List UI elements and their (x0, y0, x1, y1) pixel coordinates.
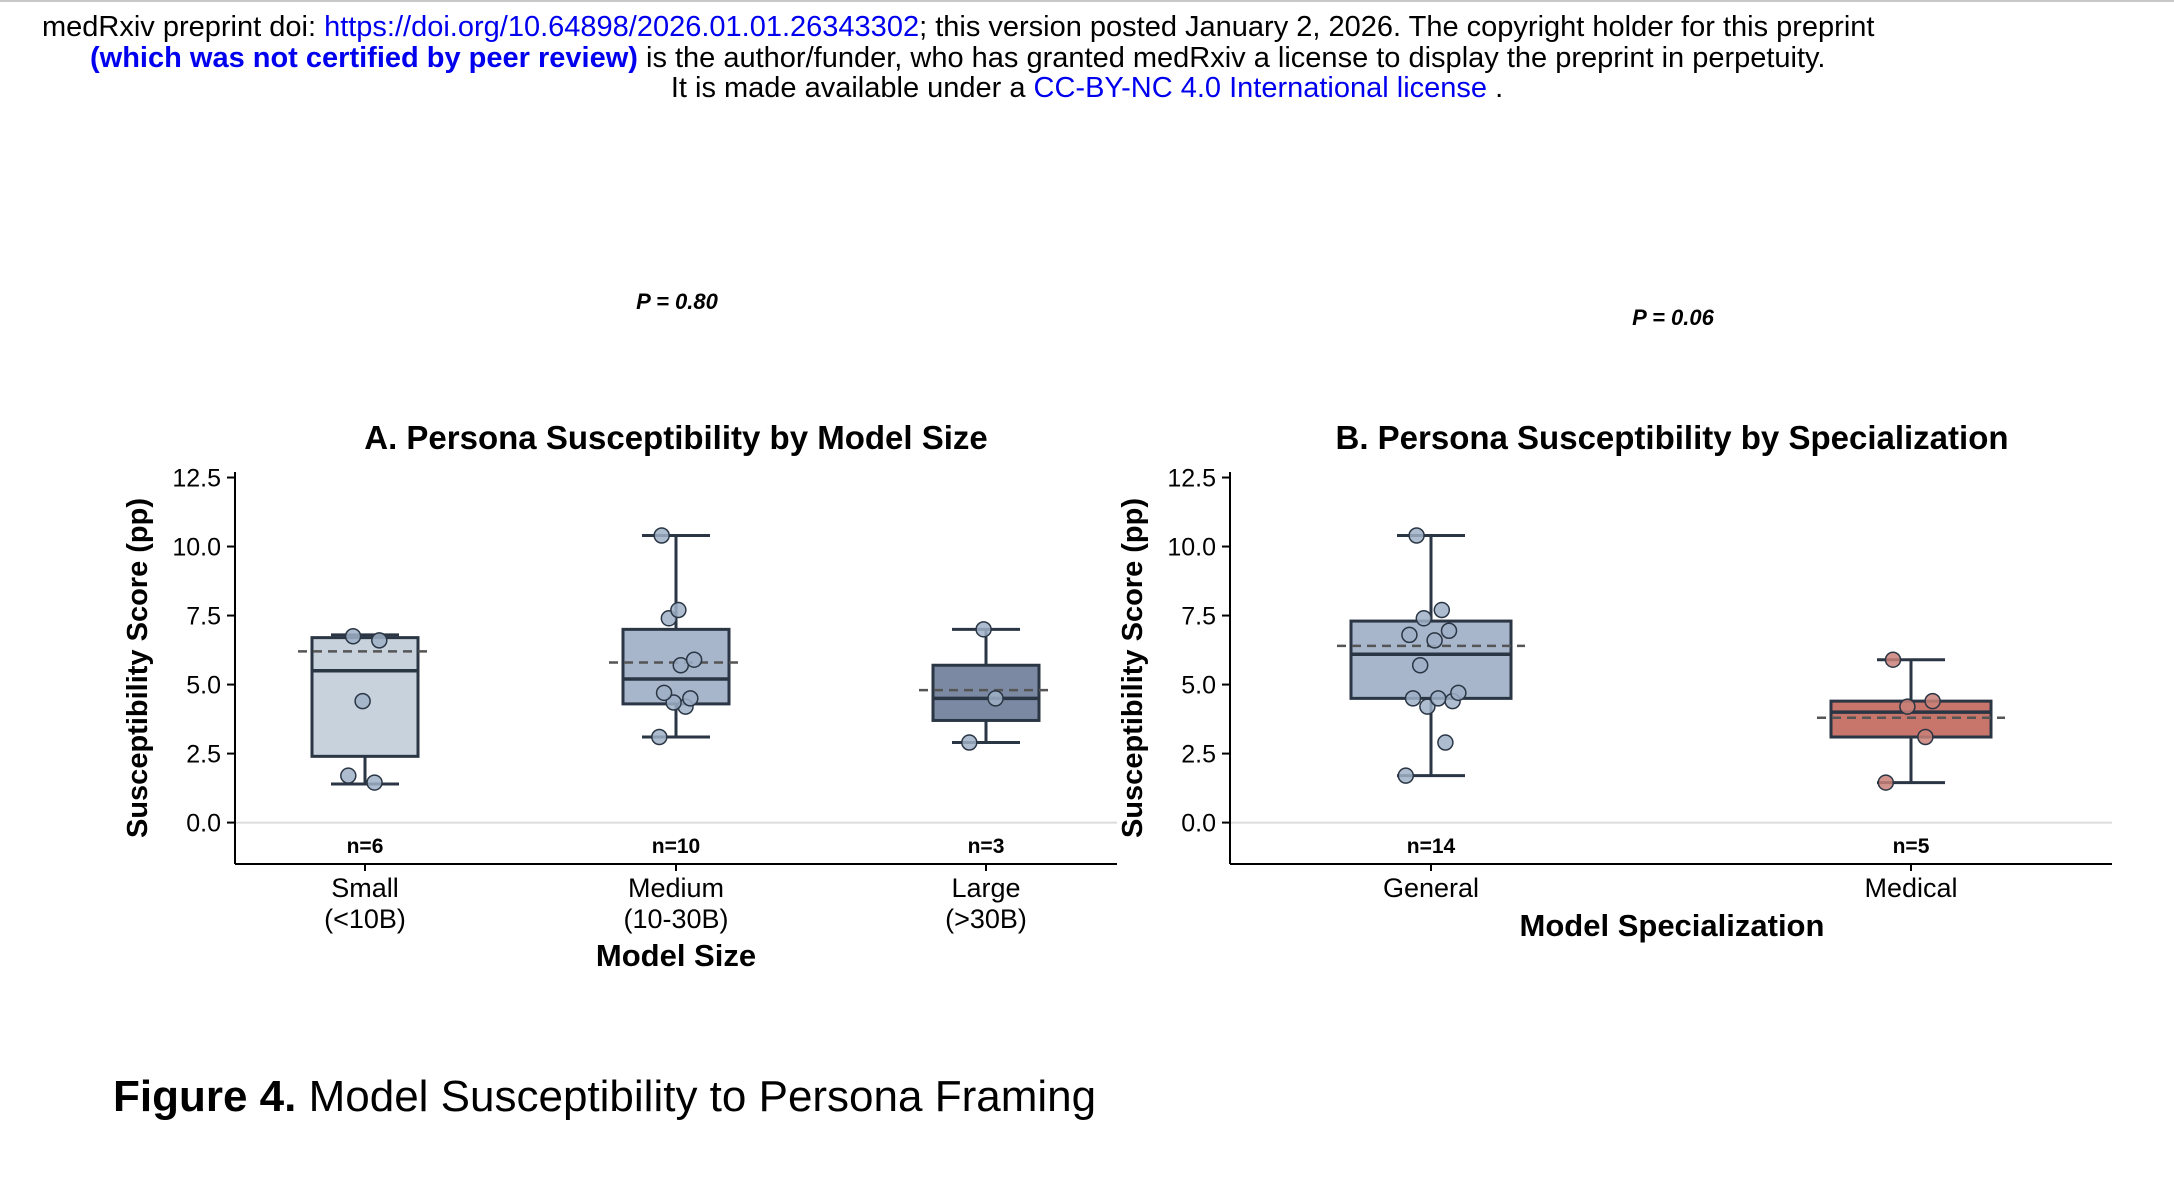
chart-a-y-tick-label: 0.0 (186, 810, 221, 838)
point-medium (682, 690, 699, 707)
box-large (931, 663, 1041, 722)
chart-a-x-label: Model Size (596, 938, 756, 973)
box-general (1349, 619, 1513, 700)
chart-b-y-tick-label: 12.5 (1167, 465, 1216, 493)
point-medium (685, 651, 703, 668)
chart-b-y-tick-label: 7.5 (1181, 603, 1216, 631)
x-tick-sublabel-small: (<10B) (324, 904, 406, 934)
point-small (371, 632, 388, 649)
point-medium (670, 601, 687, 619)
figure-caption-text: Model Susceptibility to Persona Framing (296, 1072, 1097, 1121)
x-tick-label-small: Small (331, 873, 399, 903)
point-medical (1899, 698, 1916, 715)
chart-a-y-tick-label: 2.5 (186, 741, 221, 769)
point-medical (1924, 692, 1941, 710)
point-general (1401, 626, 1418, 644)
chart-b-y-label: Susceptibility Score (pp) (1117, 498, 1149, 838)
x-tick-label-large: Large (951, 873, 1020, 903)
point-medium (651, 728, 668, 746)
point-medical (1884, 651, 1902, 668)
chart-a-y-tick-label: 7.5 (186, 603, 221, 631)
x-tick-sublabel-large: (>30B) (945, 904, 1027, 934)
point-large (987, 690, 1004, 707)
figure-caption: Figure 4. Model Susceptibility to Person… (113, 1072, 1096, 1122)
chart-a-pvalue: P = 0.80 (636, 289, 719, 314)
doi-link[interactable]: https://doi.org/10.64898/2026.01.01.2634… (324, 11, 920, 43)
point-general (1426, 632, 1443, 649)
header-license-text: is the author/funder, who has granted me… (637, 42, 1826, 74)
point-general (1437, 734, 1454, 751)
license-link[interactable]: CC-BY-NC 4.0 International license (1033, 72, 1488, 104)
chart-b-y-tick-label: 10.0 (1167, 534, 1216, 562)
header-posted-text: ; this version posted January 2, 2026. T… (919, 11, 1875, 43)
x-tick-label-general: General (1383, 873, 1479, 903)
chart-b-pvalue: P = 0.06 (1632, 305, 1715, 330)
point-medium (655, 684, 673, 702)
chart-b-x-label: Model Specialization (1520, 908, 1825, 943)
x-tick-sublabel-medium: (10-30B) (623, 904, 728, 934)
header-line-1: medRxiv preprint doi: https://doi.org/10… (42, 12, 1874, 42)
chart-a-title: A. Persona Susceptibility by Model Size (364, 419, 988, 456)
point-general (1433, 601, 1451, 619)
n-label-large: n=3 (968, 835, 1005, 858)
peer-review-link[interactable]: (which was not certified by peer review) (90, 42, 638, 74)
point-medical (1917, 728, 1934, 746)
point-medium (665, 694, 682, 711)
header-line-2: (which was not certified by peer review)… (90, 43, 1825, 73)
header-doi-prefix: medRxiv preprint doi: (42, 11, 325, 43)
x-tick-label-medical: Medical (1864, 873, 1957, 903)
header-line-3: It is made available under a CC-BY-NC 4.… (0, 73, 2174, 103)
top-rule (0, 0, 2174, 2)
chart-b-y-tick-label: 2.5 (1181, 741, 1216, 769)
point-general (1450, 684, 1467, 702)
point-small (354, 692, 371, 710)
point-medical (1877, 774, 1895, 791)
header-period: . (1487, 72, 1504, 104)
point-large (975, 621, 992, 638)
point-general (1411, 656, 1429, 674)
x-tick-label-medium: Medium (628, 873, 724, 903)
point-small (340, 767, 357, 784)
point-medium (653, 527, 670, 544)
chart-a-y-tick-label: 12.5 (172, 465, 221, 493)
point-general (1404, 690, 1422, 707)
chart-a-y-label: Susceptibility Score (pp) (122, 498, 154, 838)
n-label-medium: n=10 (652, 835, 700, 858)
n-label-general: n=14 (1407, 835, 1456, 858)
point-small (344, 628, 362, 645)
point-general (1408, 527, 1425, 544)
point-large (961, 734, 978, 751)
point-small (366, 774, 383, 791)
figure-caption-label: Figure 4. (113, 1072, 297, 1121)
chart-b-y-tick-label: 5.0 (1181, 672, 1216, 700)
chart-a-y-tick-label: 10.0 (172, 534, 221, 562)
point-general (1415, 610, 1433, 627)
chart-a-y-tick-label: 5.0 (186, 672, 221, 700)
n-label-small: n=6 (347, 835, 384, 858)
n-label-medical: n=5 (1893, 835, 1930, 858)
point-general (1440, 622, 1458, 639)
point-general (1429, 690, 1447, 707)
point-general (1397, 767, 1415, 784)
header-available-text: It is made available under a (670, 72, 1034, 104)
point-general (1419, 698, 1436, 715)
chart-b-y-tick-label: 0.0 (1181, 810, 1216, 838)
chart-b-title: B. Persona Susceptibility by Specializat… (1335, 419, 2008, 456)
